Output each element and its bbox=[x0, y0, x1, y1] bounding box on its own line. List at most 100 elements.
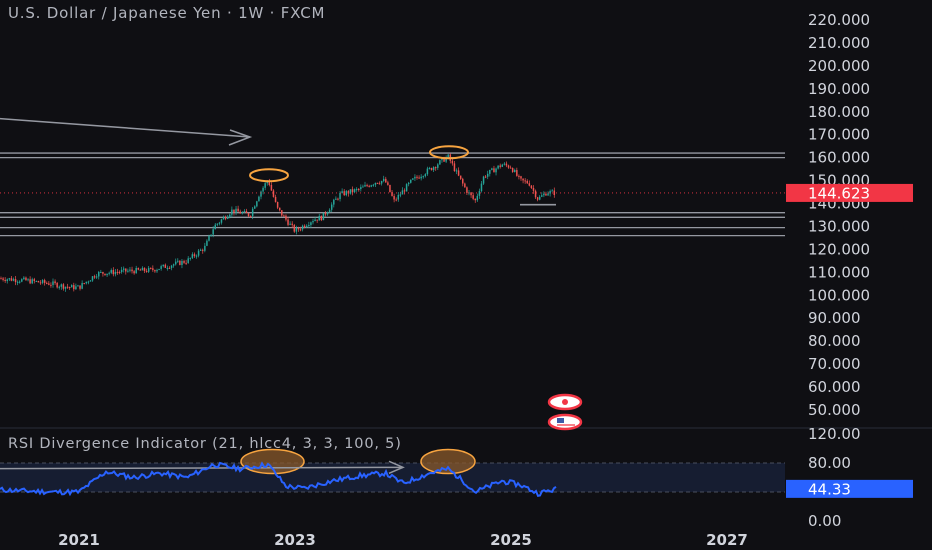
candle-body bbox=[152, 268, 154, 271]
candle-body bbox=[204, 245, 206, 251]
candle-body bbox=[520, 176, 522, 179]
candle-body bbox=[545, 193, 547, 196]
candle-body bbox=[189, 257, 192, 259]
price-axis-tick-label: 60.000 bbox=[808, 378, 861, 396]
rsi-indicator-title[interactable]: RSI Divergence Indicator (21, hlcc4, 3, … bbox=[8, 436, 402, 452]
candle-body bbox=[291, 223, 293, 225]
candle-body bbox=[310, 222, 312, 225]
candle-body bbox=[48, 283, 50, 285]
candle-body bbox=[56, 283, 58, 288]
candle-body bbox=[491, 168, 493, 170]
candle-body bbox=[158, 268, 160, 270]
candle-body bbox=[422, 176, 424, 178]
candle-body bbox=[172, 264, 175, 266]
candle-body bbox=[306, 225, 308, 228]
price-axis-tick-label: 190.000 bbox=[808, 80, 870, 98]
candle-body bbox=[208, 235, 210, 241]
candle-body bbox=[4, 279, 6, 282]
candle-body bbox=[162, 264, 164, 267]
candle-body bbox=[495, 168, 497, 173]
candle-body bbox=[129, 269, 131, 271]
rsi-trend-arrow-head bbox=[388, 460, 405, 475]
rsi-divergence-highlight[interactable] bbox=[420, 448, 476, 475]
candle-body bbox=[33, 279, 36, 281]
candle-body bbox=[276, 201, 279, 208]
candle-body bbox=[389, 184, 391, 193]
candle-body bbox=[0, 278, 2, 280]
candle-body bbox=[528, 183, 531, 186]
candle-body bbox=[120, 269, 123, 273]
candle-body bbox=[37, 280, 40, 283]
candle-body bbox=[260, 191, 262, 197]
candle-body bbox=[478, 191, 481, 196]
candle-body bbox=[166, 267, 169, 269]
candle-body bbox=[391, 192, 393, 196]
candle-body bbox=[131, 269, 133, 272]
symbol-title[interactable]: U.S. Dollar / Japanese Yen · 1W · FXCM bbox=[8, 4, 326, 22]
candle-body bbox=[118, 271, 121, 273]
candle-body bbox=[73, 285, 75, 290]
price-axis-tick-label: 170.000 bbox=[808, 126, 870, 144]
price-axis-tick-label: 90.000 bbox=[808, 309, 861, 327]
candle-body bbox=[54, 281, 56, 284]
candle-body bbox=[318, 215, 320, 221]
peak-highlight-ellipse[interactable] bbox=[249, 168, 289, 183]
candle-body bbox=[231, 209, 233, 215]
candle-body bbox=[247, 213, 250, 217]
candle-body bbox=[210, 234, 212, 236]
candle-body bbox=[335, 198, 337, 200]
candle-body bbox=[434, 167, 437, 169]
candle-body bbox=[522, 178, 524, 181]
candle-body bbox=[499, 165, 501, 167]
rsi-axis-tick-label: 80.00 bbox=[808, 454, 851, 472]
candle-body bbox=[303, 225, 306, 228]
candle-body bbox=[536, 197, 539, 200]
candle-body bbox=[351, 189, 354, 193]
peak-highlight-ellipse[interactable] bbox=[429, 145, 469, 160]
candle-body bbox=[401, 190, 404, 195]
candle-body bbox=[385, 178, 387, 183]
candle-body bbox=[156, 269, 158, 272]
candle-body bbox=[108, 272, 110, 274]
candle-body bbox=[509, 167, 512, 169]
candle-body bbox=[328, 209, 331, 213]
candle-body bbox=[251, 208, 254, 217]
candle-body bbox=[60, 284, 63, 287]
candle-body bbox=[87, 281, 90, 283]
candle-body bbox=[85, 281, 88, 284]
candle-body bbox=[116, 271, 119, 273]
candle-body bbox=[416, 176, 418, 178]
candle-body bbox=[224, 217, 227, 219]
candle-body bbox=[95, 276, 98, 278]
rsi-axis-tick-label: 0.00 bbox=[808, 512, 841, 530]
candle-body bbox=[100, 271, 102, 273]
candle-body bbox=[43, 280, 46, 283]
candle-body bbox=[31, 279, 33, 284]
candle-body bbox=[420, 176, 422, 179]
candle-body bbox=[451, 160, 454, 164]
candle-body bbox=[516, 170, 518, 176]
candle-body bbox=[102, 271, 104, 274]
candle-body bbox=[50, 284, 52, 286]
us-flag-event-icon[interactable] bbox=[547, 413, 583, 431]
us-flag-canton bbox=[557, 418, 564, 423]
candle-body bbox=[229, 214, 231, 217]
trend-arrow-line[interactable] bbox=[0, 117, 251, 138]
candle-body bbox=[8, 278, 11, 280]
rsi-trend-arrow-line[interactable] bbox=[0, 466, 404, 470]
candle-body bbox=[484, 176, 487, 178]
candle-body bbox=[399, 194, 402, 196]
price-axis-tick-label: 80.000 bbox=[808, 332, 861, 350]
rsi-line[interactable] bbox=[0, 461, 557, 498]
candle-body bbox=[549, 191, 551, 194]
price-axis-tick-label: 50.000 bbox=[808, 401, 861, 419]
candle-body bbox=[541, 195, 543, 197]
candle-body bbox=[497, 165, 499, 169]
candle-body bbox=[243, 211, 246, 213]
last-price-badge[interactable] bbox=[786, 183, 913, 202]
candle-body bbox=[308, 224, 310, 226]
candle-body bbox=[274, 196, 277, 202]
rsi-value-badge[interactable] bbox=[786, 479, 913, 498]
candle-body bbox=[14, 279, 17, 283]
